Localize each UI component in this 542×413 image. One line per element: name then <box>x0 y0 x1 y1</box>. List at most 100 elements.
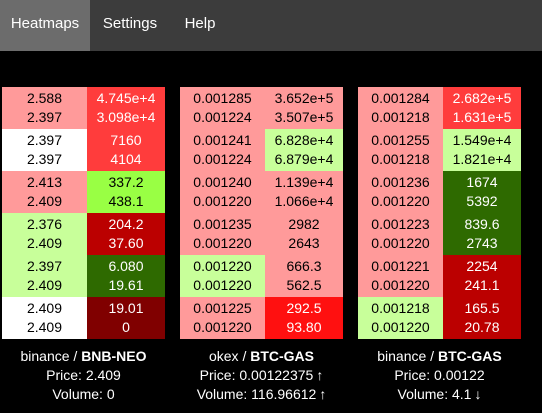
volume-cell[interactable]: 4.745e+4 3.098e+4 <box>87 87 165 129</box>
volume-cell[interactable]: 7160 4104 <box>87 129 165 171</box>
price-cell[interactable]: 0.001255 0.001218 <box>358 129 443 171</box>
volume-cell[interactable]: 337.2 438.1 <box>87 171 165 213</box>
heatmap-row: 0.001223 0.001220 839.6 2743 <box>358 213 521 255</box>
volume-cell[interactable]: 2254 241.1 <box>443 255 521 297</box>
nav-settings[interactable]: Settings <box>102 15 158 32</box>
pair-separator: / <box>426 348 438 364</box>
market-pair: binance / BTC-GAS <box>358 347 521 366</box>
cell-value-top: 2.588 <box>26 90 63 106</box>
volume-cell[interactable]: 1.549e+4 1.821e+4 <box>443 129 521 171</box>
cell-value-bottom: 0.001220 <box>371 235 430 251</box>
cell-value-bottom: 1.821e+4 <box>452 151 512 167</box>
volume-line-label: Volume: <box>52 386 107 402</box>
price-cell[interactable]: 0.001221 0.001220 <box>358 255 443 297</box>
cell-value-top: 1.549e+4 <box>452 132 512 148</box>
heatmap-row: 0.001218 0.001220 165.5 20.78 <box>358 297 521 339</box>
price-cell[interactable]: 0.001235 0.001220 <box>180 213 265 255</box>
cell-value-top: 4.745e+4 <box>96 90 156 106</box>
volume-cell[interactable]: 2.682e+5 1.631e+5 <box>443 87 521 129</box>
heatmap-panel: 2.588 2.397 4.745e+4 3.098e+4 2.397 2.397 7160… <box>2 87 165 339</box>
heatmap-row: 0.001241 0.001224 6.828e+4 6.879e+4 <box>180 129 343 171</box>
cell-value-top: 0.001241 <box>193 132 252 148</box>
cell-value-top: 0.001218 <box>371 300 430 316</box>
cell-value-top: 2254 <box>466 258 498 274</box>
cell-value-bottom: 5392 <box>466 193 498 209</box>
price-cell[interactable]: 0.001240 0.001220 <box>180 171 265 213</box>
cell-value-top: 0.001285 <box>193 90 252 106</box>
volume-cell[interactable]: 666.3 562.5 <box>265 255 343 297</box>
cell-value-top: 0.001235 <box>193 216 252 232</box>
cell-value-bottom: 37.60 <box>108 235 144 251</box>
price-line-label: Price: <box>394 367 435 383</box>
cell-value-top: 6.828e+4 <box>274 132 334 148</box>
cell-value-top: 0.001221 <box>371 258 430 274</box>
heatmap-row: 2.413 2.409 337.2 438.1 <box>2 171 165 213</box>
volume-line: Volume: 0 <box>2 385 165 404</box>
cell-value-top: 2.682e+5 <box>452 90 512 106</box>
volume-cell[interactable]: 165.5 20.78 <box>443 297 521 339</box>
heatmap-row: 0.001255 0.001218 1.549e+4 1.821e+4 <box>358 129 521 171</box>
cell-value-bottom: 20.78 <box>464 319 500 335</box>
volume-cell[interactable]: 6.080 19.61 <box>87 255 165 297</box>
cell-value-top: 19.01 <box>108 300 144 316</box>
cell-value-bottom: 2.397 <box>26 151 63 167</box>
price-cell[interactable]: 0.001225 0.001220 <box>180 297 265 339</box>
price-cell[interactable]: 0.001223 0.001220 <box>358 213 443 255</box>
cell-value-bottom: 0.001220 <box>193 193 252 209</box>
price-cell[interactable]: 2.409 2.409 <box>2 297 87 339</box>
exchange-name: binance <box>377 348 427 364</box>
volume-line: Volume: 116.96612 ↑ <box>180 385 343 404</box>
cell-value-bottom: 4104 <box>110 151 142 167</box>
market-summary: binance / BTC-GAS Price: 0.00122 Volume: 4… <box>358 347 521 404</box>
price-cell[interactable]: 2.397 2.397 <box>2 129 87 171</box>
price-cell[interactable]: 0.001236 0.001220 <box>358 171 443 213</box>
volume-cell[interactable]: 1.139e+4 1.066e+4 <box>265 171 343 213</box>
nav-help[interactable]: Help <box>184 15 216 32</box>
volume-cell[interactable]: 839.6 2743 <box>443 213 521 255</box>
price-cell[interactable]: 2.413 2.409 <box>2 171 87 213</box>
cell-value-bottom: 93.80 <box>286 319 322 335</box>
heatmap-row: 0.001236 0.001220 1674 5392 <box>358 171 521 213</box>
cell-value-bottom: 0.001220 <box>193 319 252 335</box>
price-cell[interactable]: 0.001285 0.001224 <box>180 87 265 129</box>
cell-value-bottom: 241.1 <box>464 277 500 293</box>
cell-value-bottom: 0 <box>122 319 130 335</box>
volume-line-value: 116.96612 <box>251 386 317 402</box>
volume-cell[interactable]: 6.828e+4 6.879e+4 <box>265 129 343 171</box>
volume-cell[interactable]: 2982 2643 <box>265 213 343 255</box>
price-cell[interactable]: 2.397 2.409 <box>2 255 87 297</box>
arrow-up-icon: ↑ <box>316 367 324 383</box>
volume-cell[interactable]: 204.2 37.60 <box>87 213 165 255</box>
cell-value-bottom: 562.5 <box>286 277 322 293</box>
cell-value-top: 666.3 <box>286 258 322 274</box>
cell-value-top: 2.409 <box>26 300 63 316</box>
cell-value-top: 2.413 <box>26 174 63 190</box>
cell-value-top: 337.2 <box>108 174 144 190</box>
price-cell[interactable]: 0.001218 0.001220 <box>358 297 443 339</box>
market-pair: okex / BTC-GAS <box>180 347 343 366</box>
volume-cell[interactable]: 19.01 0 <box>87 297 165 339</box>
cell-value-bottom: 0.001224 <box>193 151 252 167</box>
volume-cell[interactable]: 3.652e+5 3.507e+5 <box>265 87 343 129</box>
price-cell[interactable]: 2.376 2.409 <box>2 213 87 255</box>
volume-cell[interactable]: 292.5 93.80 <box>265 297 343 339</box>
volume-cell[interactable]: 1674 5392 <box>443 171 521 213</box>
heatmap-row: 0.001285 0.001224 3.652e+5 3.507e+5 <box>180 87 343 129</box>
cell-value-bottom: 0.001220 <box>371 277 430 293</box>
price-cell[interactable]: 0.001220 0.001220 <box>180 255 265 297</box>
exchange-name: okex <box>208 348 239 364</box>
price-cell[interactable]: 0.001241 0.001224 <box>180 129 265 171</box>
nav-heatmaps[interactable]: Heatmaps <box>0 0 90 51</box>
heatmap-row: 0.001225 0.001220 292.5 93.80 <box>180 297 343 339</box>
cell-value-top: 0.001284 <box>371 90 430 106</box>
price-line: Price: 0.00122 <box>358 366 521 385</box>
cell-value-top: 2.376 <box>26 216 63 232</box>
pair-name: BTC-GAS <box>250 348 315 364</box>
price-cell[interactable]: 0.001284 0.001218 <box>358 87 443 129</box>
cell-value-bottom: 6.879e+4 <box>274 151 334 167</box>
cell-value-top: 0.001225 <box>193 300 252 316</box>
cell-value-bottom: 19.61 <box>108 277 144 293</box>
price-line-value: 0.00122375 <box>239 367 314 383</box>
price-cell[interactable]: 2.588 2.397 <box>2 87 87 129</box>
heatmap-row: 0.001220 0.001220 666.3 562.5 <box>180 255 343 297</box>
